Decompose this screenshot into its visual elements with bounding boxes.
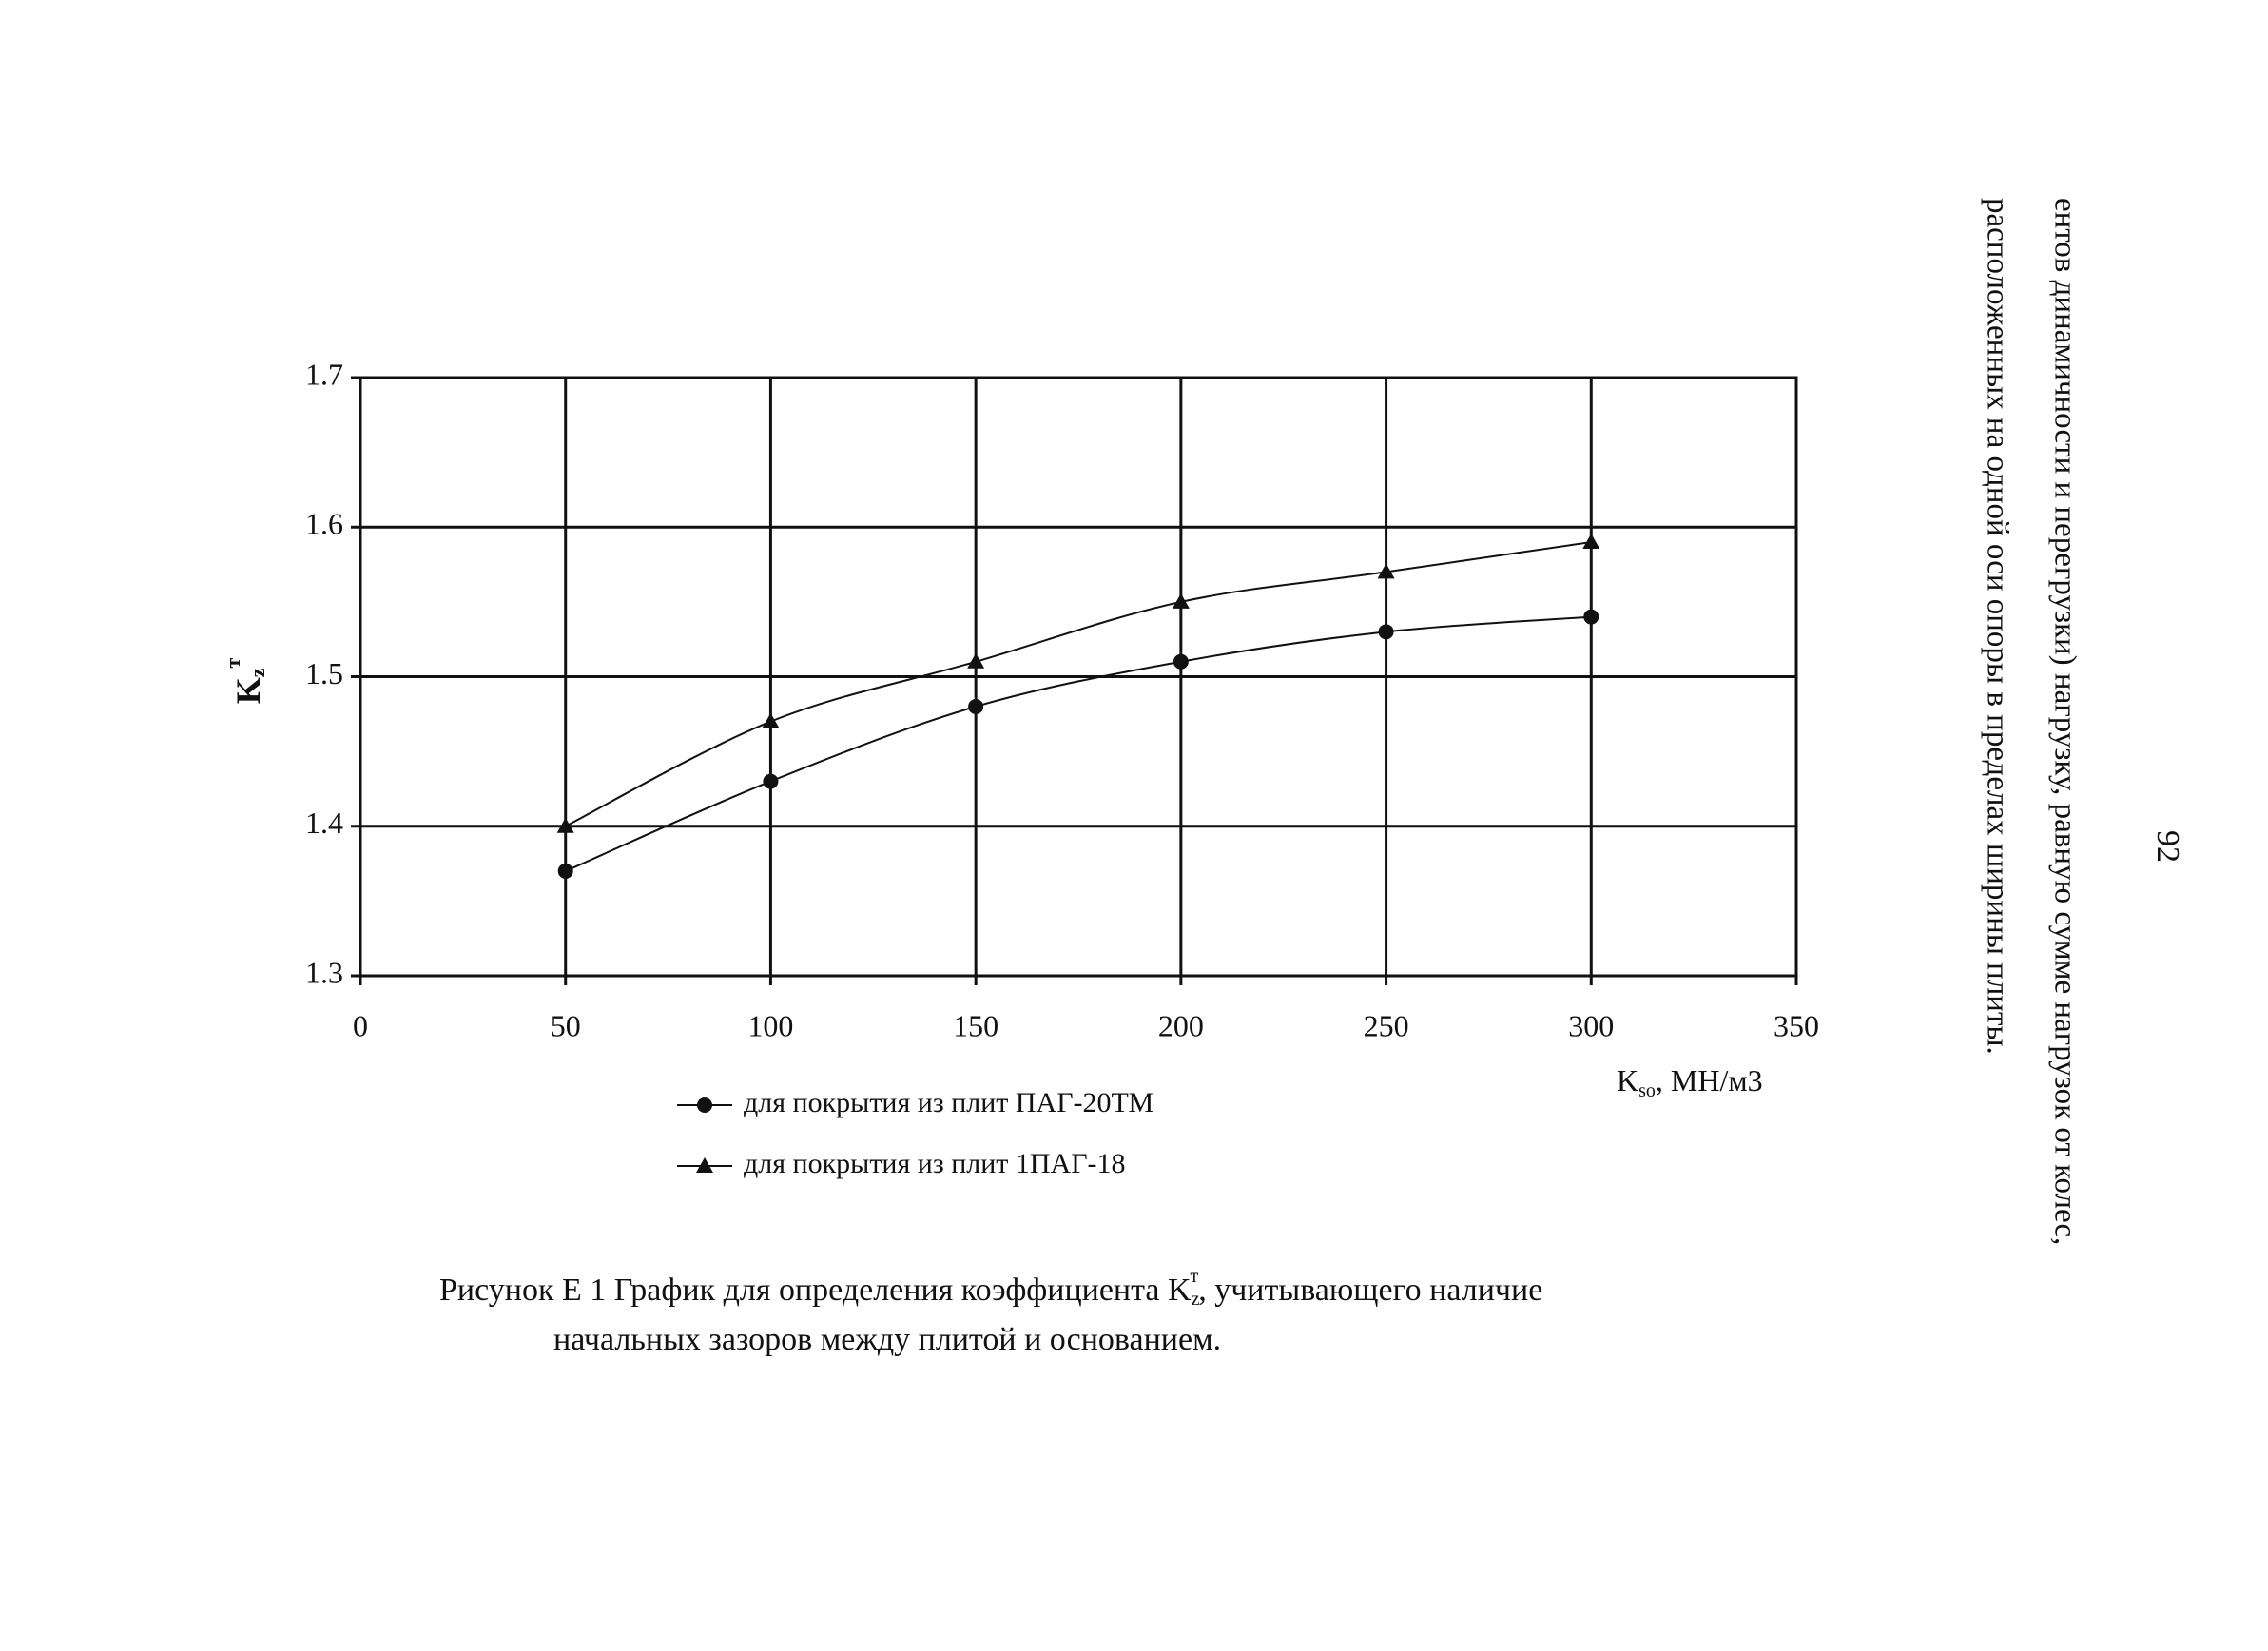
x-label-base: K xyxy=(1617,1063,1638,1097)
caption: начальных зазоров между плитой и основан… xyxy=(553,1322,1221,1357)
y-tick-label: 1.7 xyxy=(305,357,343,391)
x-tick-label: 50 xyxy=(551,1008,581,1042)
caption-text: , учитывающего наличие xyxy=(1198,1272,1542,1308)
y-tick-label: 1.3 xyxy=(305,955,343,989)
x-tick-label: 300 xyxy=(1568,1008,1614,1042)
data-point xyxy=(557,863,573,879)
x-label-sub: so xyxy=(1638,1080,1656,1101)
data-point xyxy=(556,817,574,833)
data-point xyxy=(1583,609,1599,625)
caption-text: Рисунок Е 1 График для определения коэфф… xyxy=(439,1272,1192,1308)
x-tick-label: 0 xyxy=(353,1008,368,1042)
y-label-base: K xyxy=(229,677,267,704)
x-tick-label: 350 xyxy=(1774,1008,1819,1042)
y-axis-label: Kzт xyxy=(221,658,269,705)
page-number: 92 xyxy=(2150,830,2185,863)
x-tick-label: 150 xyxy=(953,1008,998,1042)
caption-sub: z xyxy=(1192,1289,1200,1310)
data-point xyxy=(1173,653,1189,670)
x-tick-label: 100 xyxy=(747,1008,793,1042)
legend-label: для покрытия из плит ПАГ-20ТМ xyxy=(744,1087,1153,1118)
legend-marker xyxy=(696,1157,713,1173)
legend-label: для покрытия из плит 1ПАГ-18 xyxy=(744,1148,1126,1179)
data-point xyxy=(968,698,984,714)
data-point xyxy=(967,652,985,669)
plot-frame xyxy=(359,376,1798,978)
data-point xyxy=(763,773,779,789)
side-text: расположенных на одной оси опоры в преде… xyxy=(1980,198,2014,1055)
data-point xyxy=(1378,624,1394,640)
y-tick-label: 1.4 xyxy=(305,806,343,840)
x-label-rest: , МН/м3 xyxy=(1656,1063,1763,1097)
data-point xyxy=(762,712,780,728)
x-tick-label: 200 xyxy=(1158,1008,1204,1042)
y-label-sub: z xyxy=(245,668,269,677)
y-tick-label: 1.6 xyxy=(305,507,343,541)
series-line xyxy=(565,615,1592,872)
x-tick-label: 250 xyxy=(1364,1008,1409,1042)
y-tick-label: 1.5 xyxy=(305,656,343,690)
data-point xyxy=(1172,592,1190,609)
data-point xyxy=(1582,533,1600,549)
data-point xyxy=(1377,563,1395,579)
y-label-sup: т xyxy=(221,658,244,669)
caption-sup: т xyxy=(1190,1266,1198,1287)
caption: Рисунок Е 1 График для определения коэфф… xyxy=(439,1266,1542,1310)
side-text: ентов динамичности и перегрузки) нагрузк… xyxy=(2047,198,2082,1245)
series-line xyxy=(565,540,1592,827)
legend-marker xyxy=(697,1097,712,1113)
x-axis-label: Kso, МН/м3 xyxy=(1617,1063,1763,1100)
